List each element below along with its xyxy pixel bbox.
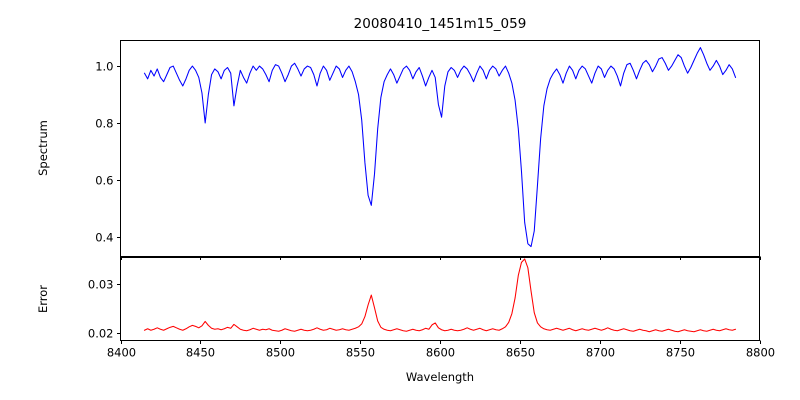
x-tick-label: 8500 <box>266 346 295 360</box>
error-x-ticks: 8400 8450 8500 8550 8600 8650 8700 8750 8800 <box>107 340 775 360</box>
x-tick-label: 8600 <box>426 346 455 360</box>
y-tick-label: 0.8 <box>95 117 113 131</box>
y-tick-label: 0.4 <box>95 231 113 245</box>
y-tick-label: 0.6 <box>95 174 113 188</box>
spectrum-y-ticks: 0.4 0.6 0.8 1.0 <box>95 60 121 245</box>
spectrum-panel-frame <box>120 40 760 257</box>
error-y-axis-label: Error <box>36 285 50 313</box>
y-tick-label: 1.0 <box>95 60 113 74</box>
spectrum-panel: 0.4 0.6 0.8 1.0 Spectrum <box>36 40 761 260</box>
x-tick-label: 8450 <box>186 346 215 360</box>
spectrum-y-axis-label: Spectrum <box>36 120 50 176</box>
x-tick-label: 8750 <box>666 346 695 360</box>
spectrum-series-line <box>143 47 737 248</box>
error-series-line <box>143 258 737 333</box>
error-y-ticks: 0.02 0.03 <box>88 278 121 341</box>
error-panel: 0.02 0.03 8400 8450 8500 8550 8600 8650 8700 875… <box>36 257 775 384</box>
x-tick-label: 8700 <box>586 346 615 360</box>
error-panel-frame <box>120 257 760 341</box>
chart-title: 20080410_1451m15_059 <box>354 16 527 32</box>
x-tick-label: 8550 <box>346 346 375 360</box>
y-tick-label: 0.03 <box>88 278 114 292</box>
y-tick-label: 0.02 <box>88 327 114 341</box>
x-tick-label: 8650 <box>506 346 535 360</box>
x-tick-label: 8800 <box>746 346 775 360</box>
x-tick-label: 8400 <box>107 346 136 360</box>
x-axis-label: Wavelength <box>406 370 474 384</box>
